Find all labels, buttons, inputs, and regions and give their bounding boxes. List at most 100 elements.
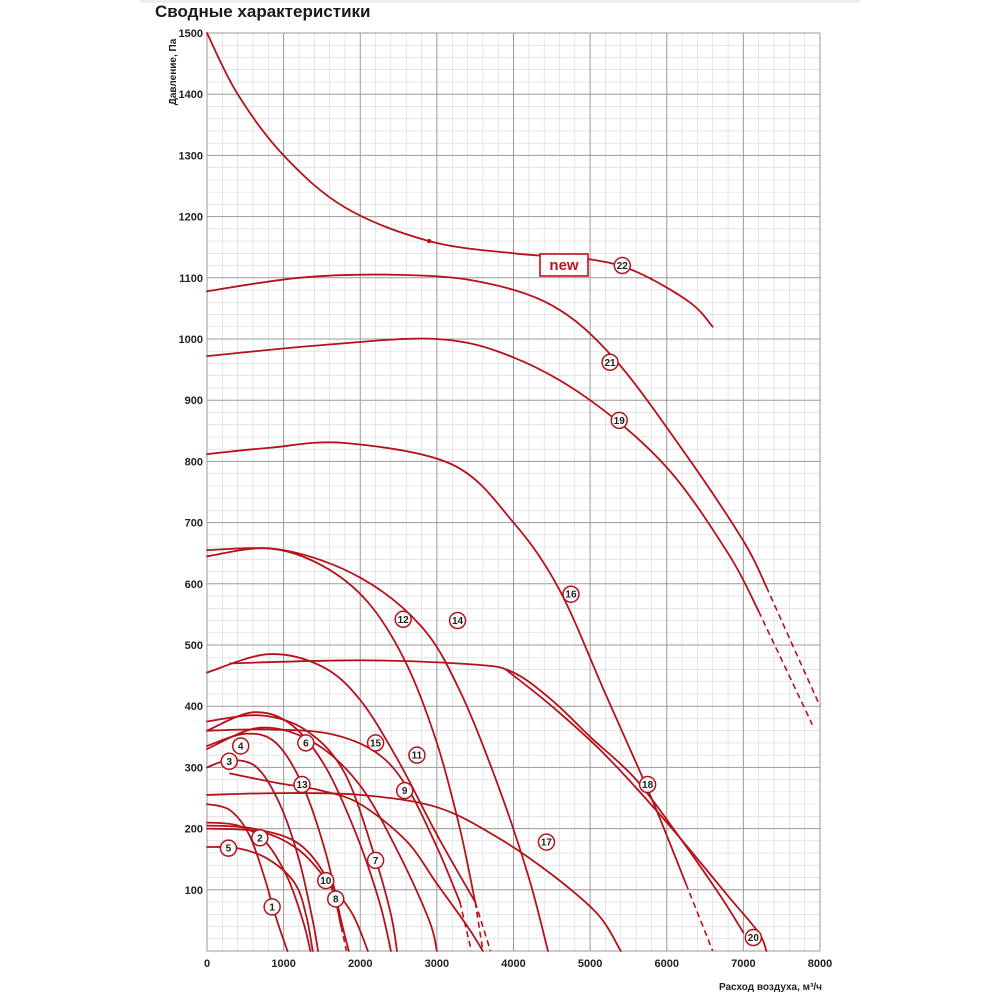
- curve-11: [206, 728, 461, 903]
- new-badge-text: new: [549, 257, 579, 274]
- x-tick-label: 2000: [348, 958, 372, 970]
- curve-19: [206, 337, 760, 613]
- curve-21: [206, 273, 768, 588]
- curve-label-10: 10: [320, 876, 332, 887]
- x-tick-label: 7000: [731, 958, 755, 970]
- x-tick-label: 5000: [578, 958, 602, 970]
- curve-label-2: 2: [257, 833, 263, 844]
- curve-label-14: 14: [452, 616, 464, 627]
- curve-13: [229, 772, 484, 952]
- y-tick-label: 1500: [179, 28, 203, 40]
- curve-9: [206, 726, 438, 952]
- curve-marker-19: [610, 411, 628, 430]
- x-axis-label: Расход воздуха, м³/ч: [719, 982, 822, 993]
- y-tick-label: 500: [185, 640, 203, 652]
- curve-marker-7: [366, 851, 385, 870]
- curve-label-13: 13: [296, 780, 308, 791]
- curve-label-8: 8: [333, 894, 339, 905]
- curve-marker-11: [408, 746, 426, 764]
- curve-22: [206, 32, 714, 328]
- top-divider: [140, 0, 860, 3]
- y-tick-label: 1100: [179, 273, 203, 285]
- curve-label-15: 15: [370, 738, 382, 749]
- x-tick-labels: 0 1000 2000 3000 4000 5000 6000 7000 8000: [204, 958, 832, 970]
- curve-marker-1: [263, 898, 281, 916]
- curve-12: [206, 547, 477, 903]
- curve-marker-16: [562, 585, 580, 603]
- curve-19-extension: [757, 610, 814, 725]
- curve-marker-6: [297, 734, 315, 752]
- curve-15: [206, 653, 477, 903]
- grid-major-lines: [206, 32, 821, 952]
- curve-label-18: 18: [642, 780, 654, 791]
- curve-label-11: 11: [412, 751, 423, 762]
- curve-21-extension: [765, 586, 821, 707]
- y-tick-label: 1300: [179, 150, 203, 162]
- new-badge-frame: [539, 253, 589, 277]
- curve-marker-10: [317, 871, 335, 890]
- y-axis-label: Давление, Па: [168, 38, 179, 105]
- curve-label-20: 20: [748, 933, 760, 944]
- new-badge: new: [539, 253, 589, 277]
- y-tick-label: 700: [185, 518, 203, 530]
- curve-marker-18: [638, 775, 657, 794]
- curve-7: [206, 714, 398, 952]
- curve-22-point: [427, 238, 432, 244]
- y-tick-label: 300: [185, 762, 203, 774]
- curve-label-6: 6: [303, 738, 309, 749]
- curve-marker-21: [601, 353, 619, 372]
- curve-16: [206, 441, 687, 885]
- curve-16-extension: [685, 883, 714, 952]
- y-tick-label: 100: [185, 885, 203, 897]
- curve-label-5: 5: [226, 844, 232, 855]
- curve-marker-13: [293, 775, 311, 794]
- curve-marker-22: [613, 256, 632, 275]
- y-tick-label: 600: [185, 579, 203, 591]
- curve-label-4: 4: [238, 741, 244, 752]
- x-tick-label: 0: [204, 958, 210, 970]
- curve-label-7: 7: [373, 856, 379, 867]
- curve-marker-12: [394, 610, 412, 629]
- y-tick-label: 400: [185, 701, 203, 713]
- y-tick-label: 1000: [179, 334, 203, 346]
- curve-marker-4: [231, 737, 250, 755]
- curve-marker-17: [537, 833, 556, 851]
- x-tick-label: 8000: [808, 958, 832, 970]
- curve-label-16: 16: [565, 590, 577, 601]
- x-tick-label: 4000: [501, 958, 525, 970]
- y-tick-labels: 100 200 300 400 500 600 700 800 900 1000 1100 1200 1…: [179, 28, 203, 897]
- curve-label-1: 1: [269, 902, 275, 913]
- curve-15-extension: [474, 901, 492, 952]
- curve-17: [206, 792, 622, 952]
- curve-marker-9: [395, 781, 414, 800]
- curve-marker-5: [219, 839, 238, 857]
- curve-marker-3: [220, 752, 238, 771]
- x-tick-label: 6000: [655, 958, 679, 970]
- curve-marker-8: [326, 890, 345, 908]
- curve-label-3: 3: [226, 757, 232, 768]
- y-tick-label: 800: [185, 456, 203, 468]
- curve-label-19: 19: [614, 416, 626, 427]
- curve-1: [206, 803, 289, 952]
- curve-18: [229, 659, 745, 934]
- curve-6: [206, 711, 392, 952]
- curve-marker-15: [366, 734, 385, 752]
- curve-marker-2: [251, 829, 269, 847]
- y-tick-label: 1200: [179, 212, 203, 224]
- y-tick-label: 200: [185, 824, 203, 836]
- x-tick-label: 3000: [425, 958, 449, 970]
- y-tick-label: 1400: [179, 89, 203, 101]
- curve-label-9: 9: [402, 786, 408, 797]
- curve-2: [206, 821, 312, 952]
- curve-label-17: 17: [541, 838, 553, 849]
- curve-label-12: 12: [398, 615, 410, 626]
- curve-marker-20: [744, 928, 763, 947]
- curve-marker-14: [448, 611, 467, 630]
- curve-8-extension: [340, 926, 348, 952]
- curve-11-extension: [459, 901, 473, 952]
- curve-label-21: 21: [604, 358, 616, 369]
- x-tick-label: 1000: [271, 958, 295, 970]
- y-tick-label: 900: [185, 395, 203, 407]
